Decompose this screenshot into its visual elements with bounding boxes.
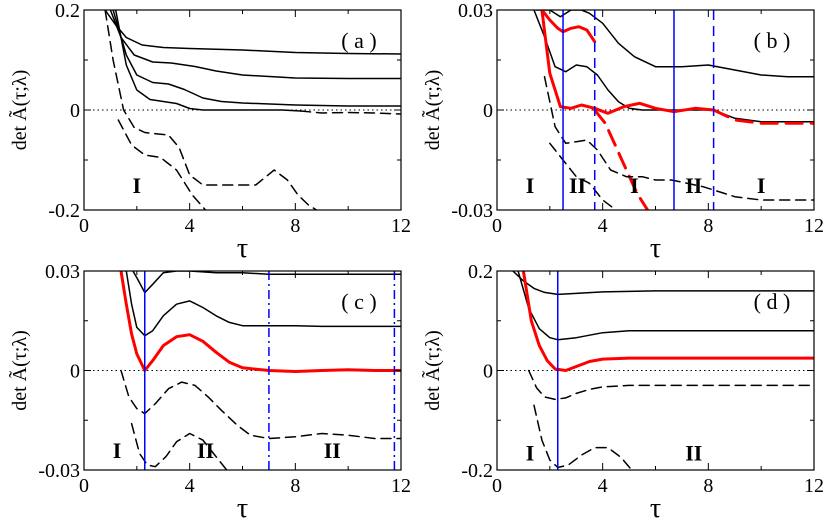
y-tick-label: -0.03 — [451, 200, 493, 222]
x-tick-label: 4 — [598, 475, 608, 497]
series-a-dashed-3 — [117, 119, 207, 210]
y-tick-label: 0.2 — [55, 0, 80, 22]
region-label: I — [133, 173, 142, 198]
y-tick-label: 0.03 — [458, 0, 493, 22]
x-tick-label: 0 — [492, 215, 502, 237]
y-tick-label: -0.2 — [461, 460, 493, 482]
series-b-red-dashed — [712, 108, 814, 125]
x-axis-label: τ — [650, 493, 661, 521]
series-d-solid-top — [512, 271, 814, 296]
panel-label: ( d ) — [754, 289, 791, 314]
x-tick-label: 12 — [804, 215, 824, 237]
region-label: II — [685, 441, 702, 466]
x-tick-label: 4 — [598, 215, 608, 237]
x-tick-label: 4 — [185, 475, 195, 497]
series-b-solid-2 — [533, 10, 814, 123]
y-tick-label: 0 — [483, 100, 493, 122]
series-b-red-drop — [593, 108, 650, 210]
x-axis-label: τ — [650, 233, 661, 264]
series-d-red — [521, 271, 814, 372]
panel-label: ( c ) — [341, 289, 376, 314]
region-label: II — [685, 173, 702, 198]
series-d-solid-2 — [517, 271, 814, 341]
region-label: I — [113, 438, 122, 463]
x-tick-label: 12 — [391, 215, 411, 237]
x-axis-label: τ — [237, 233, 248, 264]
panel-label: ( a ) — [341, 28, 376, 53]
series-b-dashed-1 — [543, 75, 814, 201]
x-tick-label: 4 — [185, 215, 195, 237]
panel-label: ( b ) — [754, 28, 791, 53]
x-tick-label: 8 — [290, 215, 300, 237]
series-c-dashed-2 — [130, 422, 228, 470]
y-axis-label: det Ã(τ;λ) — [420, 70, 444, 151]
region-label: I — [630, 173, 639, 198]
y-axis-label: det Ã(τ;λ) — [7, 70, 31, 151]
series-a-dashed-2 — [104, 10, 318, 210]
region-label: I — [526, 173, 535, 198]
series-a-solid-2 — [109, 10, 401, 80]
x-tick-label: 12 — [391, 475, 411, 497]
series-a-solid-4 — [114, 10, 302, 112]
series-a-solid-1 — [104, 10, 401, 55]
x-tick-label: 8 — [290, 475, 300, 497]
region-label: I — [526, 441, 535, 466]
y-tick-label: 0 — [483, 361, 493, 383]
region-label: I — [757, 173, 766, 198]
y-tick-label: -0.2 — [48, 200, 80, 222]
y-axis-label: det Ã(τ;λ) — [420, 330, 444, 411]
series-b-dashed-2 — [549, 142, 617, 210]
x-tick-label: 8 — [703, 475, 713, 497]
y-tick-label: -0.03 — [38, 460, 80, 482]
series-a-dashed-1 — [299, 110, 401, 115]
x-tick-label: 8 — [703, 215, 713, 237]
series-c-solid-2 — [125, 271, 401, 337]
y-tick-label: 0.03 — [45, 261, 80, 283]
series-c-solid-top — [132, 271, 401, 294]
y-tick-label: 0.2 — [468, 261, 493, 283]
region-label: II — [569, 173, 586, 198]
series-d-dashed-1 — [527, 369, 814, 401]
x-tick-label: 0 — [79, 475, 89, 497]
region-label: II — [197, 438, 214, 463]
series-b-red-solid — [540, 10, 597, 44]
y-tick-label: 0 — [70, 100, 80, 122]
x-tick-label: 0 — [492, 475, 502, 497]
series-c-red — [119, 271, 401, 373]
series-d-dashed-2 — [533, 404, 633, 470]
series-b-solid-top — [535, 10, 814, 78]
x-tick-label: 0 — [79, 215, 89, 237]
x-tick-label: 12 — [804, 475, 824, 497]
y-tick-label: 0 — [70, 361, 80, 383]
y-axis-label: det Ã(τ;λ) — [7, 330, 31, 411]
x-axis-label: τ — [237, 493, 248, 521]
series-a-solid-3 — [112, 10, 401, 107]
series-b-red-middle — [540, 10, 716, 115]
series-c-dashed-1 — [120, 369, 401, 440]
region-label: II — [324, 438, 341, 463]
